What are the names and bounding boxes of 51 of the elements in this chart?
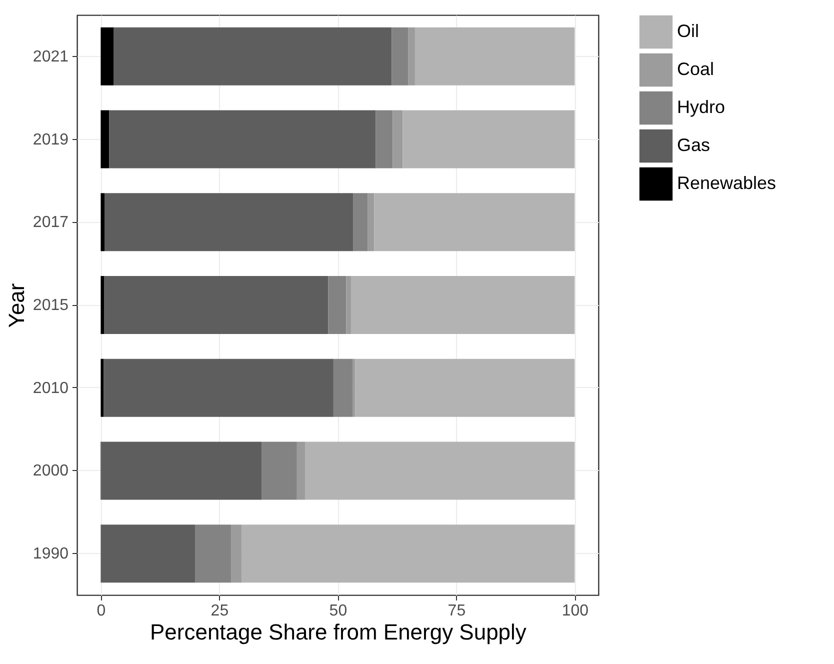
legend-label: Gas: [676, 135, 710, 155]
x-tick-label: 100: [562, 602, 589, 620]
bar: [104, 276, 328, 334]
bar: [414, 27, 575, 86]
bar: [100, 524, 196, 583]
bar: [100, 358, 104, 417]
x-tick-label: 25: [210, 602, 229, 620]
bar: [100, 110, 110, 168]
x-tick-label: 50: [329, 602, 348, 620]
bar: [109, 110, 376, 168]
bar: [374, 193, 575, 252]
bar: [328, 276, 346, 334]
legend-label: Oil: [676, 21, 699, 42]
y-tick-label: 2017: [32, 214, 69, 232]
x-tick-label: 0: [96, 602, 106, 620]
bar: [304, 442, 575, 500]
bar: [333, 358, 353, 417]
bar: [100, 193, 104, 252]
bar: [355, 358, 575, 417]
legend-label: Renewables: [676, 173, 776, 193]
y-tick-label: 2021: [32, 48, 69, 66]
bar: [296, 442, 305, 500]
y-tick-label: 2010: [32, 380, 69, 397]
bar: [262, 442, 297, 500]
x-tick-label: 75: [448, 602, 466, 620]
bar: [104, 358, 334, 417]
bar: [231, 524, 242, 583]
bar: [353, 193, 368, 252]
bar: [392, 110, 403, 168]
legend-label: Coal: [676, 59, 714, 80]
y-tick-label: 1990: [32, 546, 69, 563]
bar: [346, 276, 351, 334]
bar: [376, 110, 393, 168]
y-axis-title: Year: [4, 283, 29, 328]
bar: [100, 27, 114, 86]
y-tick-label: 2015: [32, 297, 69, 314]
bar: [195, 524, 232, 583]
bar: [101, 442, 262, 500]
bar: [241, 524, 575, 583]
y-tick-label: 2000: [32, 462, 69, 480]
legend-label: Hydro: [676, 97, 725, 118]
x-axis-title: Percentage Share from Energy Supply: [150, 619, 526, 644]
y-tick-label: 2019: [32, 131, 69, 148]
bar: [350, 276, 575, 334]
bar: [402, 110, 575, 168]
bar: [408, 27, 415, 86]
bar: [368, 193, 374, 252]
bar: [104, 193, 354, 252]
bar: [100, 276, 104, 334]
bar: [113, 27, 392, 86]
bar: [392, 27, 408, 86]
